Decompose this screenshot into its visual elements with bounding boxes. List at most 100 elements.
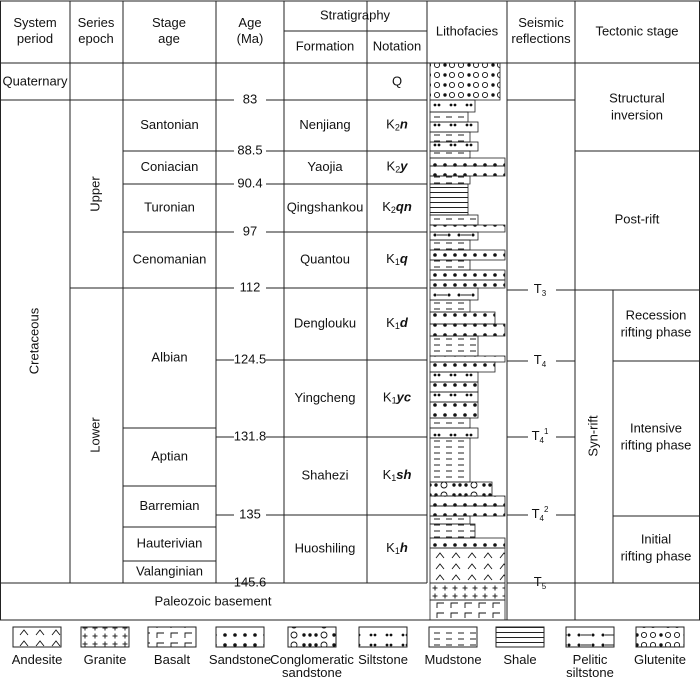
lithology-layer (429, 231, 479, 241)
age-label: 90.4 (237, 175, 262, 190)
lithology-layer (429, 335, 479, 357)
stage-cell: Turonian (144, 199, 195, 214)
legend-label-line: sandstone (282, 665, 342, 680)
header-cell: Formation (296, 38, 355, 53)
header-cell: Seismic reflections (511, 15, 571, 46)
lithology-layer (429, 299, 471, 313)
notation-sub: 2 (395, 165, 400, 175)
formation-cell: Yaojia (307, 159, 343, 174)
tectonic-phase-line: rifting phase (621, 438, 692, 453)
basement-cell: Paleozoic basement (154, 593, 271, 608)
header-cell: Notation (373, 38, 421, 53)
notation-base: K (386, 540, 395, 555)
tectonic-cell-line: inversion (611, 108, 663, 123)
tectonic-phase-line: rifting phase (621, 325, 692, 340)
legend-swatch (147, 626, 197, 648)
header-cell-line: Stage (152, 15, 186, 30)
lithology-layer (429, 121, 479, 133)
tectonic-cell: Structural inversion (609, 91, 665, 123)
notation-name: yc (396, 390, 412, 405)
notation-sub: 2 (391, 205, 396, 215)
stage-cell: Valanginian (136, 563, 203, 578)
lithology-layer (429, 401, 479, 419)
legend-label-line: siltstone (566, 665, 614, 680)
lithology-layer (429, 111, 469, 123)
tectonic-cell: Syn-rift (585, 415, 600, 457)
tectonic-phase-line: Recession (626, 308, 687, 323)
seismic-base: T (534, 281, 542, 296)
header-cell-line: System (13, 15, 56, 30)
legend-label-line: Granite (84, 652, 127, 667)
legend-label-line: Basalt (154, 652, 191, 667)
notation-name: q (400, 251, 408, 266)
legend-label: Pelitic siltstone (566, 652, 614, 680)
tectonic-phase: Recession rifting phase (621, 308, 692, 340)
legend-label: Glutenite (634, 652, 686, 667)
header-cell: System period (13, 15, 56, 46)
notation-name: sh (396, 467, 411, 482)
stage-cell: Hauterivian (137, 535, 203, 550)
lithology-layer (429, 259, 471, 271)
stage-cell: Cenomanian (133, 251, 207, 266)
notation-base: K (386, 251, 395, 266)
legend-swatch (495, 626, 545, 648)
seismic-sup: 1 (544, 427, 549, 436)
notation-cell: K1d (386, 315, 409, 331)
lithology-layer (429, 141, 479, 152)
seismic-sub: 4 (542, 360, 547, 369)
seismic-sub: 4 (540, 436, 545, 445)
legend-label-line: Mudstone (424, 652, 481, 667)
lithology-layer (429, 311, 496, 325)
header-cell-line: epoch (78, 31, 113, 46)
notation-name: y (399, 159, 408, 174)
legend-swatch (428, 626, 478, 648)
notation-sub: 1 (392, 396, 397, 406)
header-cell: Lithofacies (436, 23, 499, 38)
age-label: 97 (243, 223, 257, 238)
notation-base: K (383, 467, 392, 482)
notation-cell: K1h (386, 540, 408, 556)
header-cell: Age (Ma) (237, 15, 264, 46)
lithology-layer (429, 523, 476, 539)
header-cell-line: (Ma) (237, 31, 264, 46)
lithology-layer (429, 582, 506, 601)
legend-label: Andesite (12, 652, 63, 667)
lithology-layer (429, 249, 506, 261)
formation-cell: Qingshankou (287, 199, 364, 214)
notation-sub: 2 (395, 123, 400, 133)
header-cell: Series epoch (78, 15, 115, 46)
legend-label: Basalt (154, 652, 191, 667)
age-label: 131.8 (234, 428, 267, 443)
seismic-label: T42 (532, 505, 549, 523)
stage-cell: Albian (151, 349, 187, 364)
notation-sub: 1 (391, 473, 396, 483)
age-label: 112 (240, 279, 261, 294)
header-cell-line: Age (238, 15, 261, 30)
legend-label: Shale (503, 652, 536, 667)
seismic-base: T (534, 574, 542, 589)
seismic-label: T4 (534, 352, 547, 369)
legend-swatch (635, 626, 685, 648)
lithology-layer (429, 175, 471, 185)
tectonic-cell: Post-rift (615, 211, 660, 226)
age-label: 135 (239, 506, 261, 521)
lithology-layer (429, 427, 479, 439)
lithology-layer (429, 99, 476, 113)
legend-label-line: Pelitic (573, 652, 608, 667)
seismic-base: T (534, 352, 542, 367)
notation-base: K (386, 117, 395, 132)
age-label: 124.5 (234, 351, 267, 366)
seismic-label: T41 (532, 427, 549, 445)
legend-label: Mudstone (424, 652, 481, 667)
lithology-layer (429, 157, 506, 167)
legend-label-line: Andesite (12, 652, 63, 667)
legend-label: Granite (84, 652, 127, 667)
lithology-layer (429, 547, 506, 584)
tectonic-phase-line: rifting phase (621, 549, 692, 564)
lithology-layer (429, 214, 479, 226)
lithology-layer (429, 131, 471, 143)
lithology-layer (429, 599, 506, 621)
header-cell-line: reflections (511, 31, 571, 46)
stage-cell: Barremian (140, 498, 200, 513)
notation-cell: K1sh (383, 467, 412, 483)
